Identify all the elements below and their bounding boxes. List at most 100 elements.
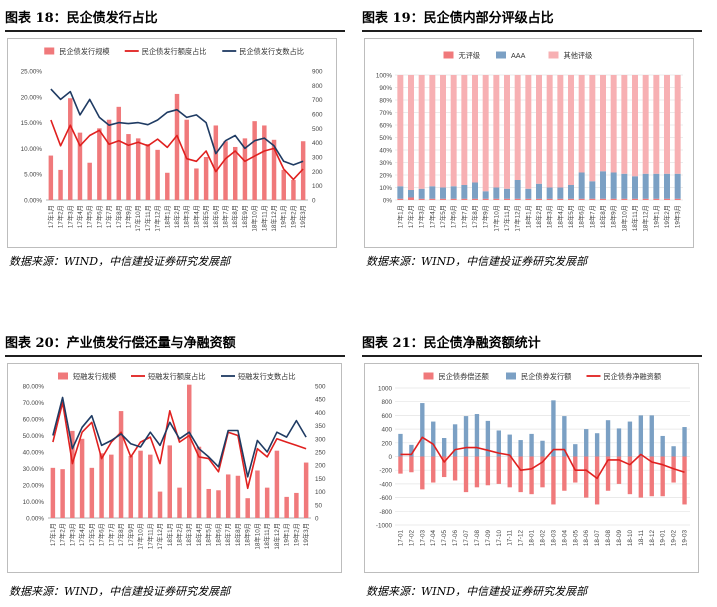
- x-tick-label: 19-02: [671, 530, 678, 547]
- y-tick-label: 0: [388, 454, 392, 461]
- bar: [540, 440, 545, 457]
- x-tick-label: 17年10月: [136, 523, 145, 550]
- legend-label: 民企债发行额度占比: [142, 47, 207, 56]
- bar: [174, 93, 180, 200]
- bar: [225, 474, 231, 518]
- bar: [177, 487, 182, 518]
- stacked-bar-segment: [440, 198, 446, 200]
- bar: [87, 162, 92, 200]
- chart-svg: 0%10%20%30%40%50%60%70%80%90%100%17年1月 17…: [376, 51, 683, 232]
- x-tick-label: 18年10月: [252, 523, 261, 550]
- x-tick-label: 18年11月: [259, 205, 268, 231]
- x-tick-label: 19-03: [682, 530, 689, 547]
- bar: [79, 438, 85, 518]
- bar: [303, 462, 309, 518]
- bar: [594, 433, 600, 457]
- legend-swatch: [496, 51, 506, 59]
- x-tick-label: 18年12月: [641, 205, 650, 232]
- bar: [649, 456, 654, 497]
- stacked-bar-segment: [450, 186, 457, 199]
- stacked-bar-segment: [525, 198, 532, 200]
- bar: [409, 444, 414, 457]
- x-tick-label: 17-05: [441, 530, 448, 547]
- x-tick-label: 18年12月: [269, 205, 278, 232]
- x-tick-label: 17-06: [452, 530, 459, 547]
- bar: [431, 456, 436, 483]
- stacked-bar-segment: [632, 176, 638, 199]
- y-tick-label: -200: [379, 468, 392, 475]
- legend-label: 民企债发行规模: [59, 47, 109, 56]
- x-tick-label: 17年11月: [143, 205, 152, 231]
- stacked-bar-segment: [429, 198, 436, 200]
- x-tick-label: 17年6月: [97, 523, 106, 546]
- chart-frame: 0% 10% 20% 30% 40% 50% 60% 70% 80% 90% 100% 17年1月 17…: [364, 38, 694, 248]
- x-tick-label: 17年10月: [133, 205, 142, 232]
- x-tick-label: 17年4月: [75, 205, 84, 228]
- bar: [232, 146, 238, 200]
- stacked-bar-segment: [493, 198, 500, 200]
- y-left-tick-label: 10.00%: [23, 499, 45, 506]
- legend-label: 民企债券发行额: [521, 372, 571, 381]
- bar: [398, 433, 403, 457]
- bar: [649, 415, 654, 457]
- legend-swatch: [443, 51, 454, 59]
- y-tick-label: 100%: [376, 73, 393, 80]
- bar: [441, 456, 447, 478]
- x-tick-label: 17年3月: [67, 523, 76, 546]
- x-tick-label: 18年9月: [609, 205, 618, 228]
- bar: [616, 428, 622, 457]
- x-tick-label: 17年12月: [153, 205, 162, 232]
- x-tick-label: 18年8月: [233, 523, 242, 546]
- legend-swatch: [58, 372, 68, 380]
- bar: [463, 416, 469, 457]
- bar: [518, 456, 523, 493]
- x-tick-label: 18年11月: [630, 205, 639, 231]
- y-tick-label: 20%: [379, 173, 392, 180]
- y-right-tick-label: 300: [315, 436, 326, 443]
- y-tick-label: 60%: [379, 123, 392, 130]
- stacked-bar-segment: [397, 75, 404, 187]
- stacked-bar-segment: [600, 198, 606, 200]
- bar: [605, 420, 611, 457]
- stacked-bar-segment: [450, 198, 457, 200]
- legend-label: 无评级: [459, 51, 481, 60]
- stacked-bar-segment: [418, 198, 425, 200]
- stacked-bar-segment: [578, 172, 585, 199]
- stacked-bar-segment: [632, 198, 638, 200]
- bar: [627, 421, 633, 457]
- bar: [638, 456, 644, 498]
- stacked-bar-segment: [664, 198, 670, 200]
- x-tick-label: 17-04: [430, 530, 437, 547]
- series-line: [400, 436, 685, 480]
- x-tick-label: 17年3月: [65, 205, 74, 228]
- stacked-bar-segment: [493, 187, 500, 199]
- stacked-bar-segment: [642, 198, 649, 200]
- bar: [529, 456, 534, 495]
- bar: [138, 450, 143, 518]
- bar: [255, 470, 260, 518]
- y-tick-label: 40%: [379, 148, 392, 155]
- bar: [194, 168, 199, 200]
- y-left-tick-label: 25.00%: [21, 69, 43, 76]
- x-tick-label: 17年8月: [114, 205, 123, 228]
- x-tick-label: 18年6月: [211, 205, 220, 228]
- chart-frame: 0.00% 10.00% 20.00% 30.00% 40.00% 50.00% 60.00…: [7, 363, 342, 573]
- bar: [507, 456, 512, 488]
- x-tick-label: 19年1月: [651, 205, 660, 228]
- x-tick-label: 17-02: [408, 530, 415, 547]
- y-left-tick-label: 0.00%: [24, 198, 42, 205]
- x-tick-label: 17-09: [485, 530, 492, 547]
- bar: [271, 139, 277, 200]
- stacked-bar-segment: [397, 198, 404, 200]
- x-tick-label: 18-02: [540, 530, 547, 547]
- stacked-bar-segment: [653, 173, 660, 199]
- bar: [529, 433, 534, 457]
- stacked-bar-segment: [536, 183, 542, 199]
- x-tick-label: 18年4月: [555, 205, 564, 228]
- bar: [157, 491, 163, 518]
- y-left-tick-label: 10.00%: [21, 146, 43, 153]
- stacked-bar-segment: [418, 188, 425, 199]
- stacked-bar-segment: [461, 185, 468, 199]
- bar: [573, 444, 578, 457]
- bar: [97, 128, 102, 200]
